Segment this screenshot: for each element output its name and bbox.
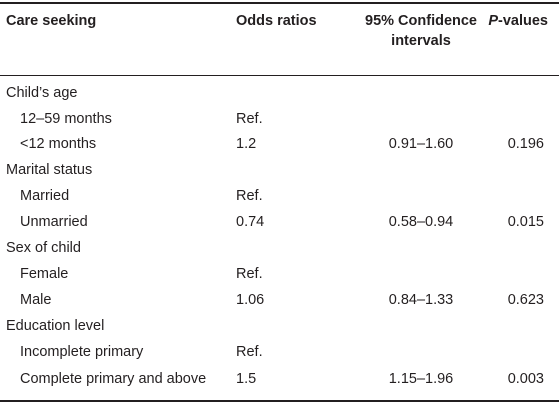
row-label: Female [20, 266, 69, 282]
table-row: Incomplete primary Ref. [0, 339, 559, 365]
header-p-values: P-values [478, 11, 548, 31]
table-top-rule [0, 2, 559, 4]
row-odds-ratio: 0.74 [236, 214, 265, 230]
header-ci-line1: 95% Confidence [365, 13, 477, 29]
table-row: Child’s age [0, 80, 559, 106]
row-odds-ratio: 1.06 [236, 292, 265, 308]
row-label: Complete primary and above [20, 371, 207, 387]
row-p-value: 0.196 [507, 136, 544, 152]
table-row: Education level [0, 313, 559, 339]
header-ci-line2: intervals [391, 33, 451, 49]
row-label: Child’s age [6, 85, 78, 101]
row-odds-ratio: 1.5 [236, 371, 257, 387]
row-odds-ratio: 1.2 [236, 136, 257, 152]
row-label: Married [20, 188, 70, 204]
row-p-value: 0.623 [507, 292, 544, 308]
row-label: Unmarried [20, 214, 88, 230]
row-odds-ratio: Ref. [236, 266, 263, 282]
row-confidence-interval: 0.84–1.33 [388, 292, 454, 308]
row-p-value: 0.003 [507, 371, 544, 387]
table-row: Married Ref. [0, 183, 559, 209]
row-label: 12–59 months [20, 111, 112, 127]
row-label: Sex of child [6, 240, 81, 256]
table-row: Unmarried 0.74 0.58–0.94 0.015 [0, 209, 559, 235]
row-p-value: 0.015 [507, 214, 544, 230]
header-p-letter: P [488, 13, 499, 29]
table-row: Marital status [0, 157, 559, 183]
row-label: Incomplete primary [20, 344, 144, 360]
row-confidence-interval: 1.15–1.96 [388, 371, 454, 387]
row-label: Male [20, 292, 52, 308]
table-row: <12 months 1.2 0.91–1.60 0.196 [0, 131, 559, 157]
header-care-seeking: Care seeking [6, 13, 97, 29]
header-p-suffix: -values [498, 13, 548, 29]
table-row: Male 1.06 0.84–1.33 0.623 [0, 287, 559, 313]
table-row: Complete primary and above 1.5 1.15–1.96… [0, 366, 559, 392]
row-label: <12 months [20, 136, 97, 152]
header-odds-ratios: Odds ratios [236, 13, 317, 29]
row-label: Education level [6, 318, 105, 334]
row-label: Marital status [6, 162, 93, 178]
row-confidence-interval: 0.58–0.94 [388, 214, 454, 230]
row-confidence-interval: 0.91–1.60 [388, 136, 454, 152]
table-row: Sex of child [0, 235, 559, 261]
row-odds-ratio: Ref. [236, 111, 263, 127]
header-confidence-intervals: 95% Confidence intervals [346, 11, 496, 51]
table-bottom-rule [0, 400, 559, 402]
table-row: 12–59 months Ref. [0, 106, 559, 132]
table-header-rule [0, 75, 559, 76]
row-odds-ratio: Ref. [236, 188, 263, 204]
row-odds-ratio: Ref. [236, 344, 263, 360]
table-row: Female Ref. [0, 261, 559, 287]
